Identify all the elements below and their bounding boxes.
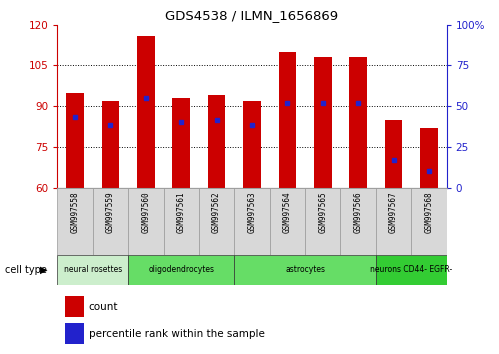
Text: neurons CD44- EGFR-: neurons CD44- EGFR-: [370, 266, 453, 274]
Bar: [164, 188, 199, 255]
Text: GSM997567: GSM997567: [389, 191, 398, 233]
Bar: [269, 188, 305, 255]
Text: neural rosettes: neural rosettes: [64, 266, 122, 274]
Text: GSM997558: GSM997558: [70, 191, 79, 233]
Text: count: count: [88, 302, 118, 312]
Text: GSM997561: GSM997561: [177, 191, 186, 233]
Bar: [376, 255, 447, 285]
Bar: [385, 120, 402, 188]
Bar: [305, 188, 340, 255]
Bar: [349, 57, 367, 188]
Bar: [128, 188, 164, 255]
Text: GSM997564: GSM997564: [283, 191, 292, 233]
Bar: [235, 188, 269, 255]
Text: GSM997562: GSM997562: [212, 191, 221, 233]
Bar: [411, 188, 447, 255]
Bar: [208, 95, 226, 188]
Text: GSM997566: GSM997566: [354, 191, 363, 233]
Bar: [57, 255, 128, 285]
Bar: [376, 188, 411, 255]
Text: ▶: ▶: [39, 265, 47, 275]
Bar: [340, 188, 376, 255]
Text: GSM997559: GSM997559: [106, 191, 115, 233]
Text: GSM997563: GSM997563: [248, 191, 256, 233]
Bar: [199, 188, 235, 255]
Bar: [57, 188, 93, 255]
Bar: [278, 52, 296, 188]
Bar: [420, 128, 438, 188]
Bar: [128, 255, 235, 285]
Title: GDS4538 / ILMN_1656869: GDS4538 / ILMN_1656869: [166, 9, 338, 22]
Bar: [137, 36, 155, 188]
Bar: [65, 296, 84, 317]
Text: cell type: cell type: [5, 265, 47, 275]
Text: GSM997568: GSM997568: [425, 191, 434, 233]
Text: GSM997565: GSM997565: [318, 191, 327, 233]
Bar: [314, 57, 332, 188]
Text: astrocytes: astrocytes: [285, 266, 325, 274]
Text: GSM997560: GSM997560: [141, 191, 150, 233]
Bar: [65, 324, 84, 344]
Bar: [66, 93, 84, 188]
Bar: [235, 255, 376, 285]
Text: oligodendrocytes: oligodendrocytes: [148, 266, 214, 274]
Bar: [93, 188, 128, 255]
Bar: [172, 98, 190, 188]
Bar: [243, 101, 261, 188]
Bar: [102, 101, 119, 188]
Text: percentile rank within the sample: percentile rank within the sample: [88, 329, 264, 339]
